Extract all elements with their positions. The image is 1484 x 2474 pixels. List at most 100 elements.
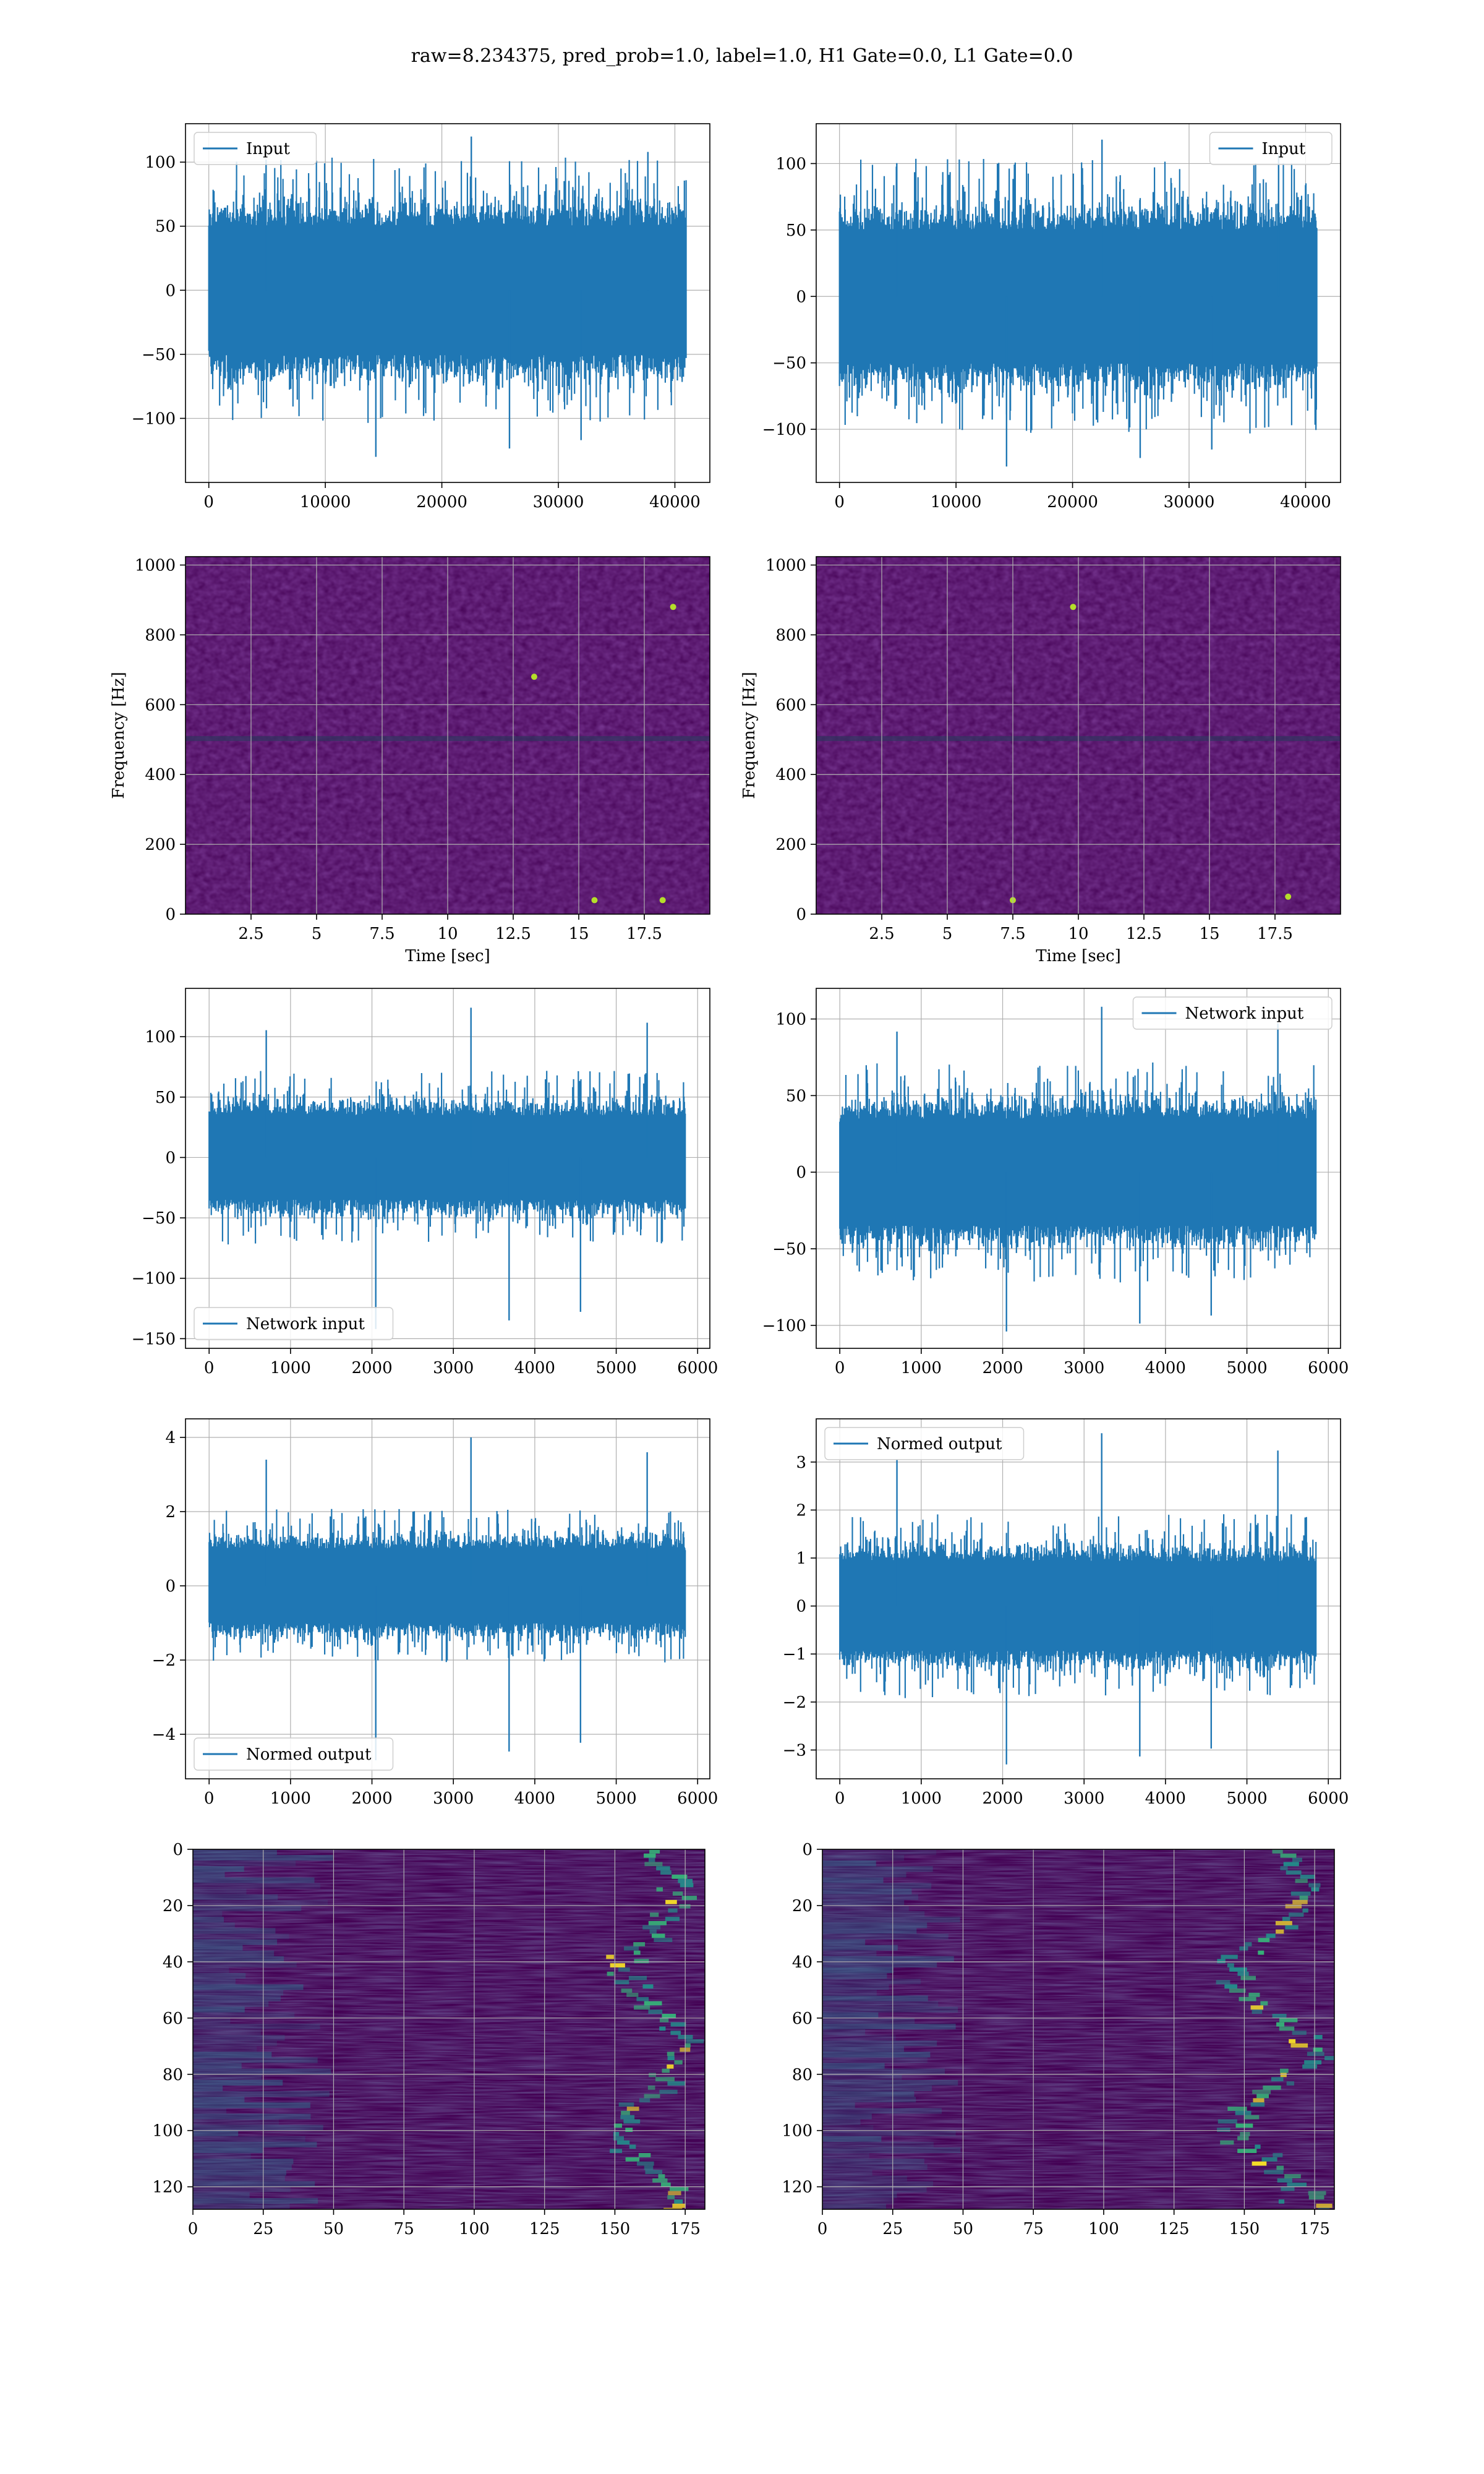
panel-row5-left-edge-streak-64 [193,2029,262,2035]
panel-row1-left-ytick-label-4: −100 [132,409,176,428]
panel-row5-left-heatmap-image [193,1849,705,2209]
panel-row5-right-band-cell-285 [1276,1929,1284,1934]
panel-row3-left-xtick-label-5: 5000 [595,1359,636,1377]
panel-row2-right-xtick-label-5: 15 [1199,925,1219,943]
panel-row5-left-band-cell-810 [655,2077,675,2082]
panel-row5-left-band-cell-855 [659,2089,678,2094]
panel-row5-left-band-cell-1155 [658,2174,665,2178]
panel-row3-left-legend: Network input [194,1307,394,1340]
panel-row4-right-ytick-label-4: −1 [783,1645,806,1664]
panel-row5-right-band-cell-540 [1260,2001,1268,2006]
panel-row5-right-edge-streak-32 [822,1939,866,1945]
panel-row2-right: 2.5 5 7.5 10 12.5 15 17.5 1000 800 600 400 200 0 Time… [740,556,1341,965]
panel-row5-left-edge-streak-16 [193,1894,278,1900]
panel-row4-left-legend-label: Normed output [246,1745,372,1764]
panel-row2-left-ytick-label-2: 600 [145,696,176,714]
panel-row5-left-edge-streak-28 [193,1928,276,1934]
panel-row5-right-edge-streak-58 [822,2012,879,2018]
panel-row2-left-ytick-label-3: 400 [145,766,176,784]
panel-row5-right-band-cell-615 [1276,2022,1285,2027]
panel-row3-right-xtick-label-5: 5000 [1226,1359,1267,1377]
panels: 0 10000 20000 30000 40000100500−50−100Input0… [109,123,1349,2238]
panel-row5-left-edge-streak-96 [193,2119,279,2125]
panel-row5-left-edge-streak-58 [193,2012,295,2018]
panel-row5-right-band-cell-75 [1286,1870,1302,1875]
panel-row4-right-xtick-label-4: 4000 [1145,1789,1186,1808]
panel-row1-left-ytick-label-0: 100 [145,153,176,172]
panel-row5-left-xtick-label-4: 100 [459,2220,490,2238]
panel-row5-right-band-cell-720 [1307,2052,1324,2057]
panel-row5-left-band-cell-585 [662,2013,676,2018]
panel-row2-left-xtick-label-1: 5 [312,925,322,943]
panel-row5-left-band-cell-990 [625,2128,633,2132]
panel-row2-right-ytick-label-1: 800 [775,626,806,644]
panel-row5-left-band-cell-480 [642,1984,654,1989]
panel-row5-right-band-cell-915 [1227,2107,1247,2111]
panel-row5-right-band-cell-795 [1280,2073,1287,2078]
panel-row5-right-band-cell-960 [1217,2119,1237,2124]
panel-row1-right-legend: Input [1209,132,1333,165]
panel-row3-left: 0 1000 2000 3000 4000 5000 6000 100 50 0 −50 −100 −1… [132,988,718,1377]
panel-row5-right-band-cell-300 [1266,1933,1276,1938]
panel-row4-left-xtick-label-1: 1000 [270,1789,311,1808]
panel-row5-left-band-cell-1095 [625,2157,640,2162]
panel-row4-right-xtick-label-0: 0 [835,1789,845,1808]
panel-row2-right-bright-spot-0 [1285,893,1292,900]
panel-row5-right-band-cell-555 [1250,2005,1264,2010]
panel-row5-right-edge-streak-104 [822,2141,934,2147]
panel-row5-left-band-cell-1140 [645,2170,663,2175]
panel-row4-right-xtick-label-1: 1000 [901,1789,942,1808]
panel-row3-right-series-network-input [839,1006,1317,1332]
panel-row5-left-edge-streak-54 [193,2001,269,2007]
panel-row5-right-edge-streak-2 [822,1855,905,1861]
panel-row5-left-edge-streak-6 [193,1866,244,1872]
panel-row2-left-bright-spot-2 [531,674,537,680]
panel-row5-right-band-cell-525 [1239,1997,1256,2001]
panel-row5-left-edge-streak-94 [193,2113,311,2120]
panel-row5-right-band-cell-675 [1289,2039,1296,2044]
panel-row5-left-edge-streak-32 [193,1939,278,1945]
panel-row5-right-band-cell-495 [1229,1988,1246,1993]
panel-row1-right-xtick-label-3: 30000 [1164,493,1215,511]
panel-row1-left-xtick-label-2: 20000 [416,493,467,511]
panel-row5-left-band-cell-1245 [674,2199,683,2204]
panel-row5-left-band-cell-1185 [661,2182,671,2187]
panel-row2-left-ytick-label-1: 800 [145,626,176,644]
panel-row5-right-band-cell-150 [1290,1891,1311,1896]
panel-row2-left-ytick-label-5: 0 [165,905,176,924]
panel-row5-right-edge-streak-22 [822,1911,925,1917]
panel-row5-left-edge-streak-72 [193,2052,272,2058]
panel-row5-right-xtick-label-1: 25 [882,2220,903,2238]
panel-row5-left-band-cell-960 [623,2119,641,2124]
panel-row2-right-xtick-label-4: 12.5 [1126,925,1162,943]
panel-row5-left-edge-streak-68 [193,2040,277,2047]
panel-row5-left-xtick-label-2: 50 [323,2220,344,2238]
panel-row5-right-band-cell-990 [1217,2128,1230,2132]
panel-row5-left-band-cell-510 [626,1992,639,1997]
panel-row5-left-band-cell-285 [649,1929,657,1934]
panel-row5-left-band-cell-1215 [668,2191,681,2196]
panel-row5-left-xtick-label-3: 75 [394,2220,414,2238]
panel-row5-left-band-cell-120 [680,1883,694,1888]
panel-row5-right-edge-streak-108 [822,2153,869,2159]
panel-row5-right-band-cell-630 [1279,2026,1295,2031]
panel-row5-left-band-cell-60 [656,1866,670,1871]
panel-row5-left-band-cell-570 [648,2010,663,2014]
panel-row4-right-series-normed-output [839,1433,1317,1765]
panel-row1-left-xtick-label-1: 10000 [300,493,351,511]
panel-row5-left-band-cell-450 [628,1975,647,1980]
panel-row2-left-ytick-label-4: 200 [145,836,176,854]
panel-row5-left-edge-streak-12 [193,1883,320,1889]
panel-row5-right-edge-streak-18 [822,1899,905,1906]
panel-row5-left-edge-streak-104 [193,2141,317,2147]
panel-row5-right-edge-streak-84 [822,2085,932,2092]
panel-row5-left-edge-streak-62 [193,2023,320,2029]
panel-row5-right-band-cell-900 [1250,2102,1265,2107]
panel-row5-left-edge-streak-102 [193,2136,305,2142]
panel-row5-left-edge-streak-84 [193,2085,223,2092]
panel-row4-right-legend-box [824,1427,1025,1460]
panel-row5-left-band-cell-420 [618,1967,630,1972]
panel-row5-right-edge-streak-28 [822,1928,917,1934]
panel-row5-right-band-cell-645 [1292,2031,1307,2035]
